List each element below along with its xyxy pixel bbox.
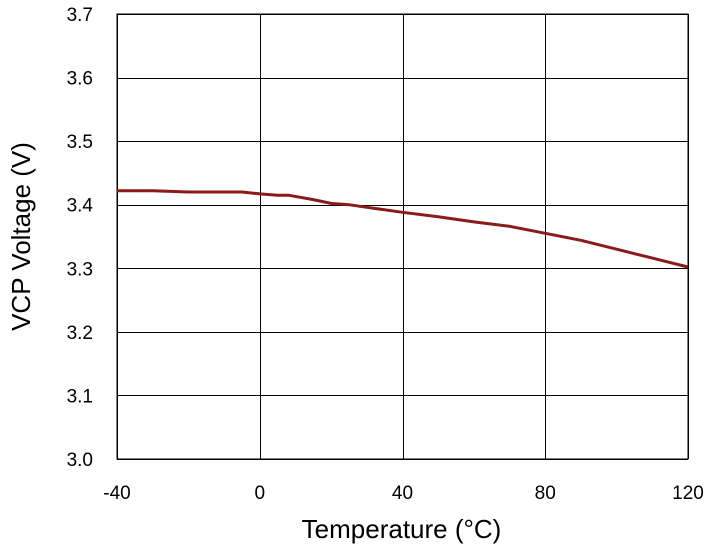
x-tick-label: 40 <box>392 483 413 504</box>
series-line-0 <box>117 189 689 269</box>
y-tick-label: 3.5 <box>67 132 93 153</box>
y-tick-label: 3.6 <box>67 69 93 90</box>
y-tick-label: 3.1 <box>67 386 93 407</box>
x-tick-label: 80 <box>535 483 556 504</box>
x-tick-label: 0 <box>254 483 265 504</box>
y-tick-label: 3.2 <box>67 323 93 344</box>
plot-area-frame <box>116 13 689 460</box>
y-tick-label: 3.0 <box>67 450 93 471</box>
y-axis-tick-labels: 3.0 3.1 3.2 3.3 3.4 3.5 3.6 3.7 <box>67 5 94 471</box>
y-axis-title: VCP Voltage (V) <box>6 142 36 331</box>
grid-lines <box>117 14 689 460</box>
x-axis-tick-labels: -40 0 40 80 120 <box>103 483 704 504</box>
x-axis-title: Temperature (°C) <box>302 514 502 544</box>
y-tick-label: 3.7 <box>67 5 93 26</box>
y-tick-label: 3.3 <box>67 259 93 280</box>
series-layer <box>117 189 689 269</box>
x-tick-label: 120 <box>672 483 704 504</box>
y-tick-label: 3.4 <box>67 196 94 217</box>
x-tick-label: -40 <box>103 483 130 504</box>
